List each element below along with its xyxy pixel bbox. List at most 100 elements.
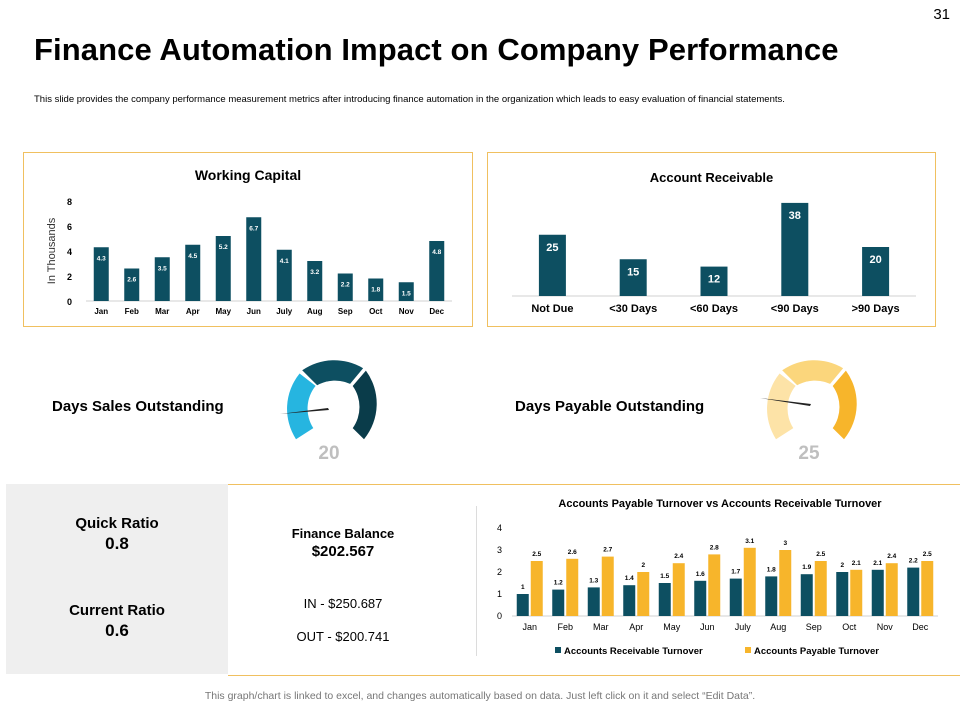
wc-xtick: Oct	[369, 307, 383, 316]
wc-ylabel: In Thousands	[46, 217, 58, 284]
page-subtitle: This slide provides the company performa…	[34, 94, 785, 105]
ap-turnover-label: 3	[783, 540, 787, 547]
ap-turnover-label: 2.7	[603, 547, 612, 554]
working-capital-panel: Working Capital In Thousands 0 2 4 6 8 4.3 Jan 2…	[23, 152, 473, 327]
wc-ytick: 2	[67, 272, 72, 282]
ar-turnover-bar	[765, 576, 778, 616]
ar-bar-label: 38	[789, 210, 801, 222]
ap-turnover-bar	[637, 572, 650, 616]
ap-turnover-label: 3.1	[745, 538, 754, 545]
wc-xtick: Sep	[338, 307, 353, 316]
ar-bar-label: 25	[546, 242, 558, 254]
ar-turnover-label: 1.9	[802, 564, 811, 571]
to-xtick: Jun	[700, 622, 715, 632]
to-ytick: 4	[497, 523, 502, 533]
ar-turnover-label: 1.3	[589, 577, 598, 584]
finance-in: IN - $250.687	[303, 596, 383, 611]
ar-turnover-bar	[871, 569, 884, 616]
dso-label: Days Sales Outstanding	[52, 398, 224, 415]
ap-turnover-label: 2.5	[532, 551, 541, 558]
ar-turnover-label: 1	[521, 584, 525, 591]
dpo-label: Days Payable Outstanding	[515, 398, 705, 415]
ar-bar	[700, 266, 728, 296]
to-xtick: Feb	[557, 622, 573, 632]
wc-bar	[246, 217, 262, 301]
to-xtick: Sep	[806, 622, 822, 632]
ar-turnover-bar	[800, 574, 813, 616]
ap-turnover-label: 2.8	[710, 544, 719, 551]
ar-turnover-label: 1.8	[767, 566, 776, 573]
ar-turnover-bar	[729, 578, 742, 616]
bottom-panel	[228, 484, 960, 676]
wc-xtick: Jan	[94, 307, 108, 316]
dso-value: 20	[318, 443, 340, 464]
wc-bar	[429, 241, 445, 301]
wc-xtick: Mar	[155, 307, 169, 316]
wc-bar	[124, 268, 140, 301]
dpo-gauge	[760, 360, 857, 440]
wc-bar-label: 6.7	[249, 225, 258, 232]
current-ratio-value: 0.6	[105, 621, 129, 640]
ap-turnover-bar	[566, 558, 579, 616]
to-ytick: 0	[497, 611, 502, 621]
wc-bar	[185, 244, 201, 301]
dso-gauge-seg-right	[352, 370, 377, 440]
ap-turnover-bar	[850, 569, 863, 616]
wc-bar	[368, 278, 384, 301]
page-title: Finance Automation Impact on Company Per…	[34, 32, 839, 67]
dpo-gauge-needle	[760, 398, 811, 406]
ap-turnover-bar	[708, 554, 721, 616]
wc-bar-label: 4.8	[432, 249, 441, 256]
wc-xtick: May	[215, 307, 231, 316]
ar-xtick: <30 Days	[609, 303, 657, 315]
ap-turnover-label: 2.1	[852, 560, 861, 567]
wc-xtick: Apr	[186, 307, 200, 316]
wc-bar-label: 3.5	[158, 265, 167, 272]
wc-bar	[93, 247, 109, 301]
ar-bar-label: 20	[869, 254, 881, 266]
to-xtick: July	[735, 622, 752, 632]
ar-turnover-label: 2	[840, 562, 844, 569]
dso-gauge	[280, 360, 377, 440]
ar-turnover-label: 1.2	[554, 580, 563, 587]
ar-bar	[538, 234, 566, 296]
finance-balance-title: Finance Balance	[291, 526, 395, 541]
ar-bar	[862, 247, 890, 296]
turnover-chart: 0 1 2 3 4 1 2.5 Jan 1.2 2.6 Feb 1.3 2.7 Mar 1.4 2 Apr 1.5…	[497, 523, 938, 657]
wc-bar-label: 1.5	[402, 290, 411, 297]
ar-turnover-bar	[907, 567, 920, 616]
ar-turnover-label: 2.1	[873, 560, 882, 567]
wc-bar	[398, 282, 414, 301]
ar-xtick: <60 Days	[690, 303, 738, 315]
account-receivable-panel: Account Receivable 25 Not Due 15 <30 Days 12…	[487, 152, 936, 327]
wc-bar	[154, 257, 170, 301]
to-xtick: Oct	[842, 622, 857, 632]
wc-ytick: 4	[67, 247, 72, 257]
turnover-chart-title: Accounts Payable Turnover vs Accounts Re…	[558, 498, 882, 510]
ap-turnover-bar	[530, 561, 543, 616]
wc-bar-label: 2.6	[127, 277, 136, 284]
ar-bar-label: 12	[708, 274, 720, 286]
ap-turnover-bar	[814, 561, 827, 616]
ap-turnover-label: 2	[641, 562, 645, 569]
to-legend-swatch	[745, 647, 751, 653]
ar-turnover-bar	[623, 585, 636, 616]
page-number: 31	[933, 6, 950, 23]
ar-turnover-label: 1.7	[731, 569, 740, 576]
account-receivable-title: Account Receivable	[649, 170, 774, 185]
wc-bar-label: 4.3	[97, 255, 106, 262]
wc-bar-label: 5.2	[219, 244, 228, 251]
quick-ratio-value: 0.8	[105, 534, 129, 553]
to-legend-swatch	[555, 647, 561, 653]
ar-turnover-label: 1.6	[696, 571, 705, 578]
ap-turnover-bar	[672, 563, 685, 616]
ar-turnover-bar	[694, 580, 707, 616]
divider	[476, 506, 477, 656]
footer-note: This graph/chart is linked to excel, and…	[204, 690, 756, 702]
wc-xtick: Jun	[247, 307, 261, 316]
to-ytick: 2	[497, 567, 502, 577]
to-xtick: Apr	[629, 622, 643, 632]
ar-turnover-bar	[836, 572, 849, 616]
ap-turnover-label: 2.5	[816, 551, 825, 558]
ap-turnover-bar	[779, 550, 792, 616]
